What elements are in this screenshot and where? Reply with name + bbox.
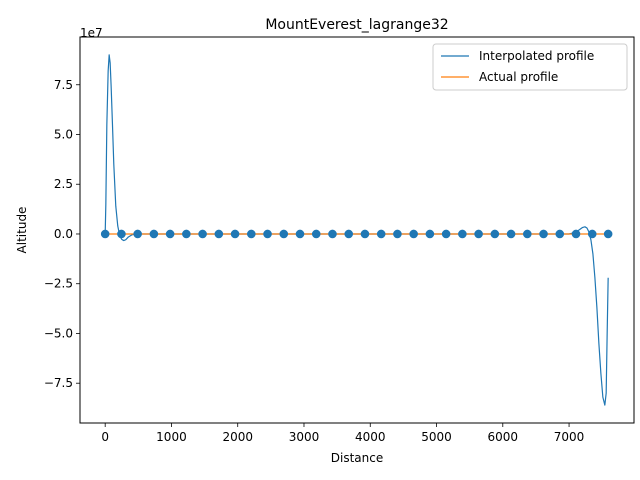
data-point bbox=[100, 229, 110, 239]
legend-label-interpolated: Interpolated profile bbox=[479, 49, 594, 63]
data-point bbox=[230, 229, 240, 239]
legend-label-actual: Actual profile bbox=[479, 70, 558, 84]
chart-title: MountEverest_lagrange32 bbox=[265, 17, 448, 33]
y-tick-label: −2.5 bbox=[44, 277, 73, 291]
x-tick-label: 2000 bbox=[222, 430, 253, 444]
y-tick-label: 2.5 bbox=[54, 177, 73, 191]
data-point bbox=[490, 229, 500, 239]
data-point bbox=[555, 229, 565, 239]
data-point bbox=[441, 229, 451, 239]
x-tick-label: 5000 bbox=[421, 430, 452, 444]
data-point bbox=[539, 229, 548, 239]
data-point bbox=[263, 229, 272, 239]
data-point bbox=[328, 229, 337, 239]
x-axis-label: Distance bbox=[331, 451, 383, 465]
y-tick-label: 7.5 bbox=[54, 78, 73, 92]
data-point bbox=[279, 229, 289, 239]
data-point bbox=[603, 229, 613, 239]
plot-area bbox=[79, 36, 635, 424]
data-point bbox=[182, 229, 191, 239]
y-tick-label: −5.0 bbox=[44, 326, 73, 340]
data-point bbox=[409, 229, 418, 239]
x-tick-label: 6000 bbox=[488, 430, 519, 444]
x-tick-label: 0 bbox=[101, 430, 109, 444]
series-line-interpolated bbox=[104, 54, 609, 406]
legend: Interpolated profile Actual profile bbox=[432, 43, 628, 91]
data-point bbox=[523, 229, 532, 239]
data-point bbox=[311, 229, 321, 239]
data-point bbox=[376, 229, 386, 239]
y-axis-label: Altitude bbox=[15, 207, 29, 254]
x-tick-label: 1000 bbox=[156, 430, 187, 444]
x-tick-label: 7000 bbox=[554, 430, 585, 444]
data-point bbox=[165, 229, 175, 239]
data-point bbox=[571, 229, 581, 239]
x-tick-label: 4000 bbox=[355, 430, 386, 444]
data-point bbox=[425, 229, 435, 239]
data-point bbox=[214, 229, 224, 239]
legend-box bbox=[432, 43, 628, 91]
data-point bbox=[149, 229, 159, 239]
y-tick-label: 5.0 bbox=[54, 127, 73, 141]
data-point bbox=[506, 229, 516, 239]
data-point bbox=[247, 229, 256, 239]
y-tick-label: −7.5 bbox=[44, 376, 73, 390]
data-point bbox=[295, 229, 305, 239]
plot-frame bbox=[79, 36, 635, 424]
data-point bbox=[117, 229, 126, 239]
data-point bbox=[344, 229, 354, 239]
data-point bbox=[198, 229, 207, 239]
data-point bbox=[458, 229, 467, 239]
data-point bbox=[393, 229, 402, 239]
y-tick-label: 0.0 bbox=[54, 227, 73, 241]
x-tick-label: 3000 bbox=[289, 430, 320, 444]
data-point bbox=[360, 229, 370, 239]
data-point bbox=[474, 229, 483, 239]
y-scale-label: 1e7 bbox=[80, 26, 103, 40]
data-point bbox=[587, 229, 597, 239]
data-point bbox=[133, 229, 142, 239]
